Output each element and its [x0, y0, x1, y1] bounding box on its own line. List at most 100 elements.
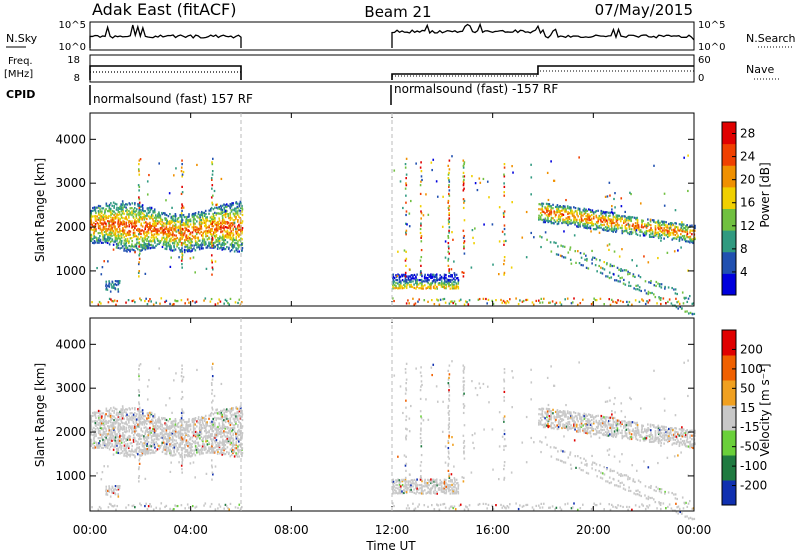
power-colorbar-segment — [722, 251, 736, 274]
velocity-cell — [111, 432, 114, 435]
power-cell — [123, 204, 126, 207]
velocity-cell — [150, 436, 153, 439]
velocity-cell — [447, 487, 449, 490]
velocity-cell — [209, 414, 212, 417]
velocity-cell — [413, 478, 416, 482]
power-cell — [239, 222, 242, 225]
power-cell — [210, 218, 213, 221]
power-cell — [211, 201, 213, 204]
velocity-cell — [547, 412, 549, 416]
power-cell — [173, 227, 175, 230]
power-cell — [399, 285, 402, 288]
velocity-cell — [111, 434, 114, 437]
velocity-cell — [221, 422, 224, 425]
power-cell — [397, 273, 399, 276]
velocity-cell — [233, 430, 236, 433]
power-cell — [181, 185, 183, 189]
power-cell — [566, 221, 569, 225]
velocity-cell — [200, 450, 203, 453]
velocity-cell — [120, 418, 123, 421]
velocity-cell — [114, 484, 117, 488]
power-cell — [664, 224, 667, 227]
velocity-cell — [170, 433, 173, 437]
power-cell — [585, 266, 588, 269]
power-cell — [416, 278, 418, 281]
power-cell — [421, 282, 423, 285]
velocity-cell — [150, 431, 153, 434]
power-cell — [407, 275, 410, 278]
velocity-cell — [142, 412, 144, 415]
power-cell — [215, 238, 218, 242]
power-cell — [170, 217, 173, 220]
velocity-cell — [120, 427, 122, 431]
power-cell — [241, 248, 243, 252]
power-cell — [443, 273, 446, 276]
power-cell — [149, 239, 152, 242]
power-cell — [143, 230, 145, 233]
velocity-cell — [127, 426, 130, 429]
velocity-cell — [224, 435, 227, 438]
velocity-cell — [132, 440, 135, 443]
velocity-cell — [94, 423, 97, 426]
power-cell — [635, 217, 637, 220]
power-cell — [125, 216, 127, 219]
velocity-cell — [105, 413, 107, 416]
velocity-cell — [155, 433, 157, 436]
velocity-cell — [90, 442, 93, 445]
power-cell — [628, 300, 631, 304]
power-cell — [105, 202, 108, 205]
velocity-cell — [102, 443, 104, 446]
power-cell — [454, 278, 456, 281]
power-cell — [398, 274, 401, 277]
power-cell — [241, 220, 244, 223]
power-cell — [191, 240, 193, 244]
velocity-cell — [92, 433, 94, 437]
power-cell — [212, 208, 215, 211]
power-cell — [595, 258, 598, 261]
velocity-cell — [454, 485, 456, 489]
power-cell — [573, 216, 575, 219]
velocity-cell — [156, 436, 159, 439]
power-cell — [159, 241, 162, 244]
power-cell — [211, 224, 214, 228]
power-cell — [146, 224, 148, 227]
velocity-cell — [158, 421, 161, 424]
power-cell — [135, 216, 138, 220]
power-cell — [683, 156, 685, 159]
velocity-cell — [237, 445, 239, 448]
power-cell — [108, 285, 111, 288]
power-cell — [183, 242, 186, 245]
power-cell — [221, 211, 224, 215]
power-cell — [184, 241, 186, 244]
power-cell — [211, 184, 214, 187]
power-cell — [144, 248, 147, 251]
velocity-cell — [442, 487, 444, 490]
power-cell — [598, 217, 601, 220]
power-cell — [200, 230, 203, 233]
power-cell — [178, 227, 180, 230]
power-cell — [155, 216, 157, 219]
power-cell — [182, 206, 185, 209]
power-cell — [436, 287, 438, 290]
velocity-cell — [241, 431, 244, 435]
power-cell — [616, 219, 619, 222]
velocity-cell — [146, 444, 148, 448]
power-cell — [113, 233, 115, 237]
power-cell — [189, 220, 192, 223]
power-cell — [662, 297, 665, 300]
velocity-cell — [235, 437, 238, 440]
power-cell — [120, 203, 123, 206]
power-cell — [565, 198, 567, 202]
velocity-cell — [100, 427, 103, 430]
velocity-cell — [155, 429, 158, 432]
velocity-cell — [411, 490, 414, 494]
velocity-cell — [96, 444, 99, 448]
power-cell — [457, 285, 460, 288]
power-cell — [138, 243, 141, 246]
power-cell — [150, 300, 152, 303]
velocity-cell — [120, 448, 122, 451]
velocity-cell — [173, 449, 175, 453]
power-cell — [217, 222, 219, 225]
power-cell — [560, 244, 562, 247]
power-cell — [211, 236, 214, 239]
